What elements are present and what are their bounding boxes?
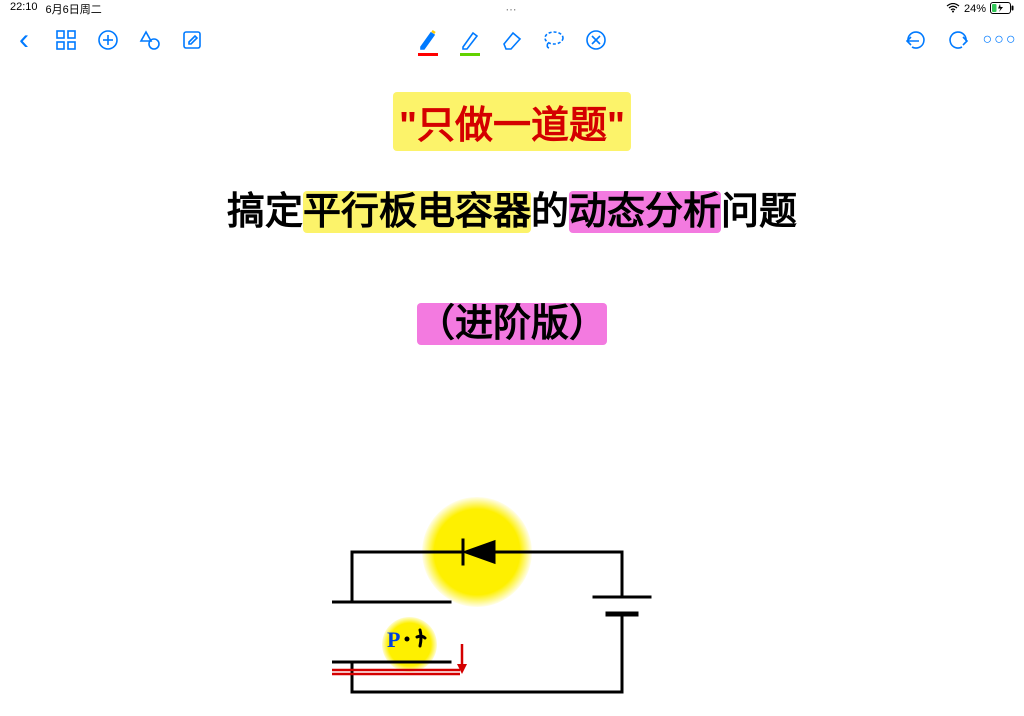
pen-color-indicator — [418, 53, 438, 56]
note-canvas[interactable]: "只做一道题" 搞定平行板电容器的动态分析问题 （进阶版） — [0, 62, 1024, 716]
status-date: 6月6日周二 — [46, 1, 102, 17]
clear-tool-icon[interactable] — [584, 28, 608, 52]
svg-text:P: P — [387, 627, 400, 652]
eraser-tool-icon[interactable] — [500, 28, 524, 52]
battery-icon — [990, 2, 1014, 17]
highlighter-tool-icon[interactable] — [458, 28, 482, 52]
highlighter-color-indicator — [460, 53, 480, 56]
shapes-icon[interactable] — [138, 28, 162, 52]
drag-handle-icon[interactable]: ⋯ — [506, 3, 519, 16]
status-bar: 22:10 6月6日周二 ⋯ 24% — [0, 0, 1024, 18]
pen-tool-icon[interactable] — [416, 28, 440, 52]
status-time: 22:10 — [10, 1, 38, 17]
undo-icon[interactable] — [904, 28, 928, 52]
battery-percent: 24% — [964, 3, 986, 15]
circuit-diagram: P — [332, 442, 692, 702]
grid-view-icon[interactable] — [54, 28, 78, 52]
back-button[interactable]: ‹ — [12, 28, 36, 52]
title-line-1: "只做一道题" — [393, 92, 631, 151]
redo-icon[interactable] — [946, 28, 970, 52]
lasso-tool-icon[interactable] — [542, 28, 566, 52]
highlight-pink: 动态分析 — [569, 191, 721, 233]
wifi-icon — [946, 3, 960, 16]
add-page-icon[interactable] — [96, 28, 120, 52]
title-line-3: （进阶版） — [417, 292, 607, 347]
more-options-icon[interactable]: ○○○ — [988, 28, 1012, 52]
highlight-yellow: 平行板电容器 — [303, 191, 531, 233]
title-line-2: 搞定平行板电容器的动态分析问题 — [227, 180, 797, 235]
edit-note-icon[interactable] — [180, 28, 204, 52]
app-toolbar: ‹ — [0, 18, 1024, 62]
